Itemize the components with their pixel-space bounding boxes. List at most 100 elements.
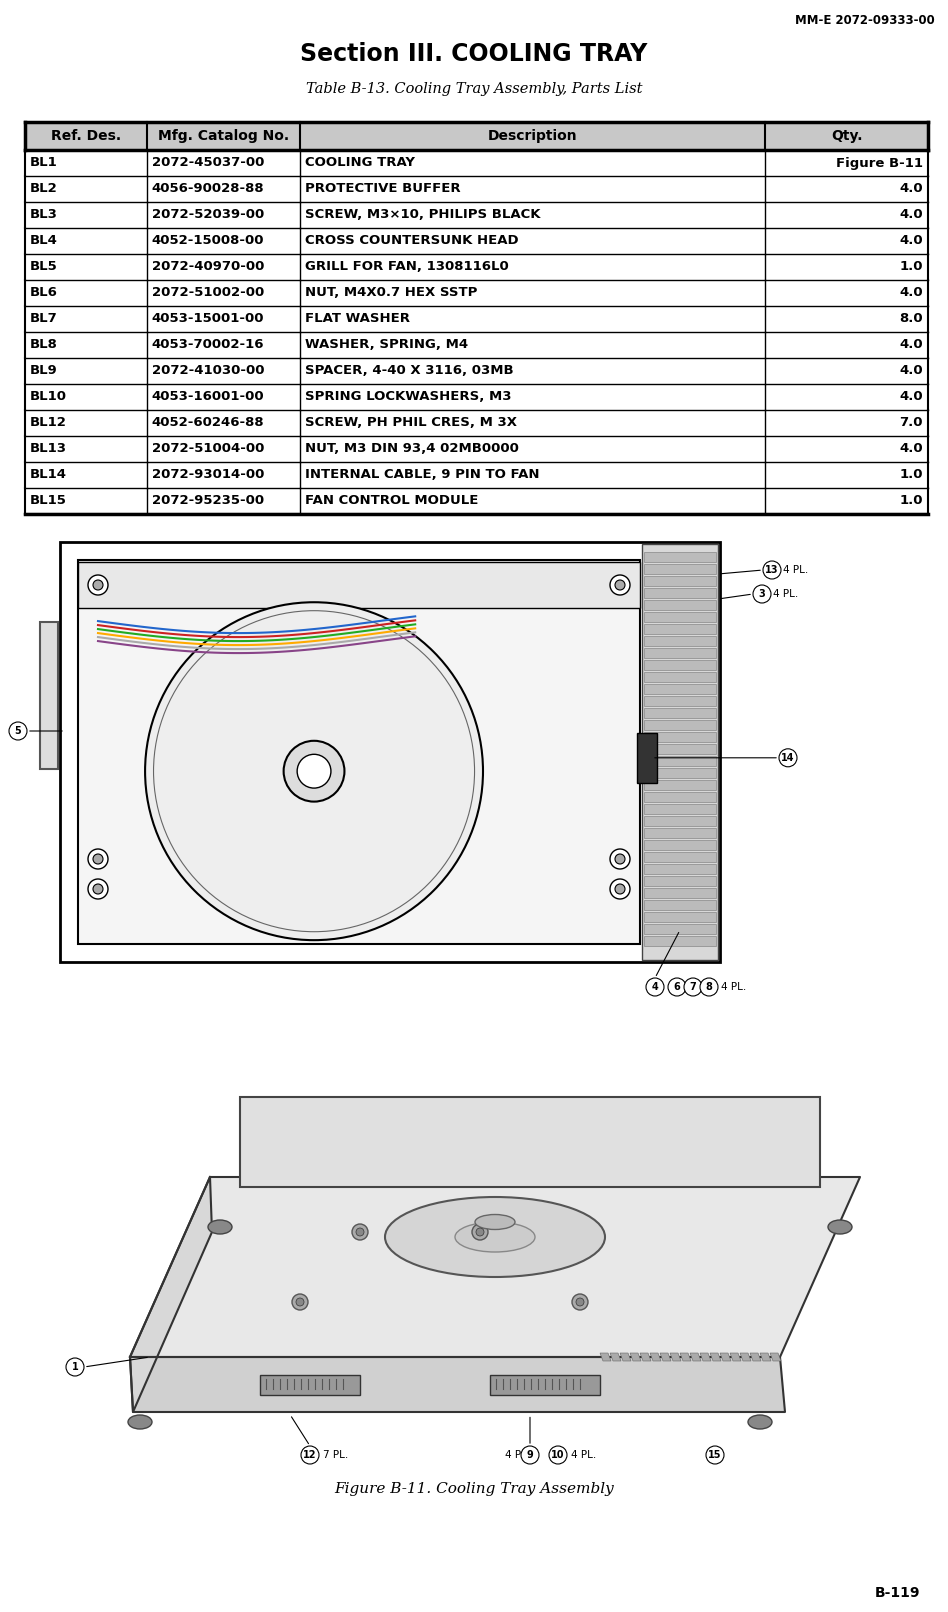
Text: 4.0: 4.0 <box>900 208 923 221</box>
Text: BL15: BL15 <box>30 495 67 508</box>
Bar <box>644 756 716 766</box>
Text: SPACER, 4-40 X 3116, 03MB: SPACER, 4-40 X 3116, 03MB <box>305 364 514 377</box>
Bar <box>644 575 716 587</box>
Wedge shape <box>281 822 377 920</box>
Circle shape <box>706 1446 724 1464</box>
Text: 2072-41030-00: 2072-41030-00 <box>152 364 264 377</box>
Bar <box>642 543 718 961</box>
Polygon shape <box>600 1352 611 1361</box>
Text: CROSS COUNTERSUNK HEAD: CROSS COUNTERSUNK HEAD <box>305 234 520 248</box>
Text: INTERNAL CABLE, 9 PIN TO FAN: INTERNAL CABLE, 9 PIN TO FAN <box>305 469 540 482</box>
Text: 4.0: 4.0 <box>900 364 923 377</box>
Text: Qty.: Qty. <box>831 129 863 143</box>
Text: B-119: B-119 <box>874 1586 920 1601</box>
Bar <box>644 600 716 609</box>
Text: BL1: BL1 <box>30 156 58 169</box>
Polygon shape <box>130 1177 212 1412</box>
Text: SCREW, M3×10, PHILIPS BLACK: SCREW, M3×10, PHILIPS BLACK <box>305 208 541 221</box>
Text: BL3: BL3 <box>30 208 58 221</box>
Ellipse shape <box>748 1415 772 1428</box>
Bar <box>644 899 716 911</box>
Bar <box>644 637 716 646</box>
Text: 8.0: 8.0 <box>900 313 923 326</box>
Text: 4.0: 4.0 <box>900 339 923 351</box>
Circle shape <box>66 1357 84 1377</box>
Bar <box>644 780 716 790</box>
Polygon shape <box>640 1352 651 1361</box>
Bar <box>644 588 716 598</box>
Bar <box>637 733 657 783</box>
Circle shape <box>93 883 103 895</box>
Polygon shape <box>770 1352 781 1361</box>
Text: Table B-13. Cooling Tray Assembly, Parts List: Table B-13. Cooling Tray Assembly, Parts… <box>306 82 642 97</box>
Bar <box>260 1375 360 1394</box>
Bar <box>644 732 716 742</box>
Bar <box>644 804 716 814</box>
Text: Mfg. Catalog No.: Mfg. Catalog No. <box>158 129 289 143</box>
Text: 4052-60246-88: 4052-60246-88 <box>152 416 264 429</box>
Circle shape <box>610 850 630 869</box>
Text: 2072-40970-00: 2072-40970-00 <box>152 261 264 274</box>
Wedge shape <box>199 625 301 737</box>
Text: 4.0: 4.0 <box>900 182 923 195</box>
Bar <box>644 624 716 634</box>
Text: 4.0: 4.0 <box>900 390 923 403</box>
Polygon shape <box>690 1352 701 1361</box>
Text: MM-E 2072-09333-00: MM-E 2072-09333-00 <box>795 15 935 27</box>
Bar <box>644 551 716 563</box>
Ellipse shape <box>455 1222 535 1253</box>
Text: 2072-93014-00: 2072-93014-00 <box>152 469 264 482</box>
Wedge shape <box>180 795 289 904</box>
Circle shape <box>753 585 771 603</box>
Polygon shape <box>650 1352 661 1361</box>
Text: BL12: BL12 <box>30 416 67 429</box>
Text: Figure B-11. Cooling Tray Assembly: Figure B-11. Cooling Tray Assembly <box>334 1481 614 1496</box>
Circle shape <box>88 575 108 595</box>
Circle shape <box>763 561 781 579</box>
Circle shape <box>292 1294 308 1311</box>
Text: 4.0: 4.0 <box>900 443 923 456</box>
Text: 7: 7 <box>689 982 697 991</box>
Text: FLAT WASHER: FLAT WASHER <box>305 313 410 326</box>
Circle shape <box>9 722 27 740</box>
Circle shape <box>88 879 108 899</box>
Bar <box>644 864 716 874</box>
Polygon shape <box>760 1352 771 1361</box>
Polygon shape <box>680 1352 691 1361</box>
Bar <box>644 683 716 695</box>
Text: 3: 3 <box>758 588 765 600</box>
Text: 10: 10 <box>551 1451 565 1460</box>
Bar <box>78 559 640 945</box>
Bar <box>240 1098 820 1186</box>
Circle shape <box>668 978 686 996</box>
Text: 7.0: 7.0 <box>900 416 923 429</box>
Text: Figure B-11: Figure B-11 <box>836 156 923 169</box>
Text: 6: 6 <box>674 982 681 991</box>
Ellipse shape <box>475 1214 515 1230</box>
Text: 9: 9 <box>527 1451 534 1460</box>
Bar <box>60 542 720 962</box>
Text: 2072-45037-00: 2072-45037-00 <box>152 156 264 169</box>
Polygon shape <box>750 1352 761 1361</box>
Text: 4052-15008-00: 4052-15008-00 <box>152 234 264 248</box>
Text: 2072-51002-00: 2072-51002-00 <box>152 287 264 300</box>
Circle shape <box>296 1298 304 1306</box>
Bar <box>644 708 716 717</box>
Circle shape <box>684 978 702 996</box>
Text: 14: 14 <box>781 753 794 762</box>
Text: BL13: BL13 <box>30 443 67 456</box>
Text: 4 PL.: 4 PL. <box>571 1451 596 1460</box>
Text: 1.0: 1.0 <box>900 495 923 508</box>
Bar <box>644 840 716 850</box>
Bar <box>644 745 716 754</box>
Bar <box>490 1375 600 1394</box>
Circle shape <box>779 750 797 767</box>
Polygon shape <box>730 1352 741 1361</box>
Text: 2072-52039-00: 2072-52039-00 <box>152 208 264 221</box>
Text: BL4: BL4 <box>30 234 58 248</box>
Bar <box>25 123 928 150</box>
Text: FAN CONTROL MODULE: FAN CONTROL MODULE <box>305 495 479 508</box>
Text: 4053-16001-00: 4053-16001-00 <box>152 390 264 403</box>
Text: BL7: BL7 <box>30 313 58 326</box>
Bar <box>644 912 716 922</box>
